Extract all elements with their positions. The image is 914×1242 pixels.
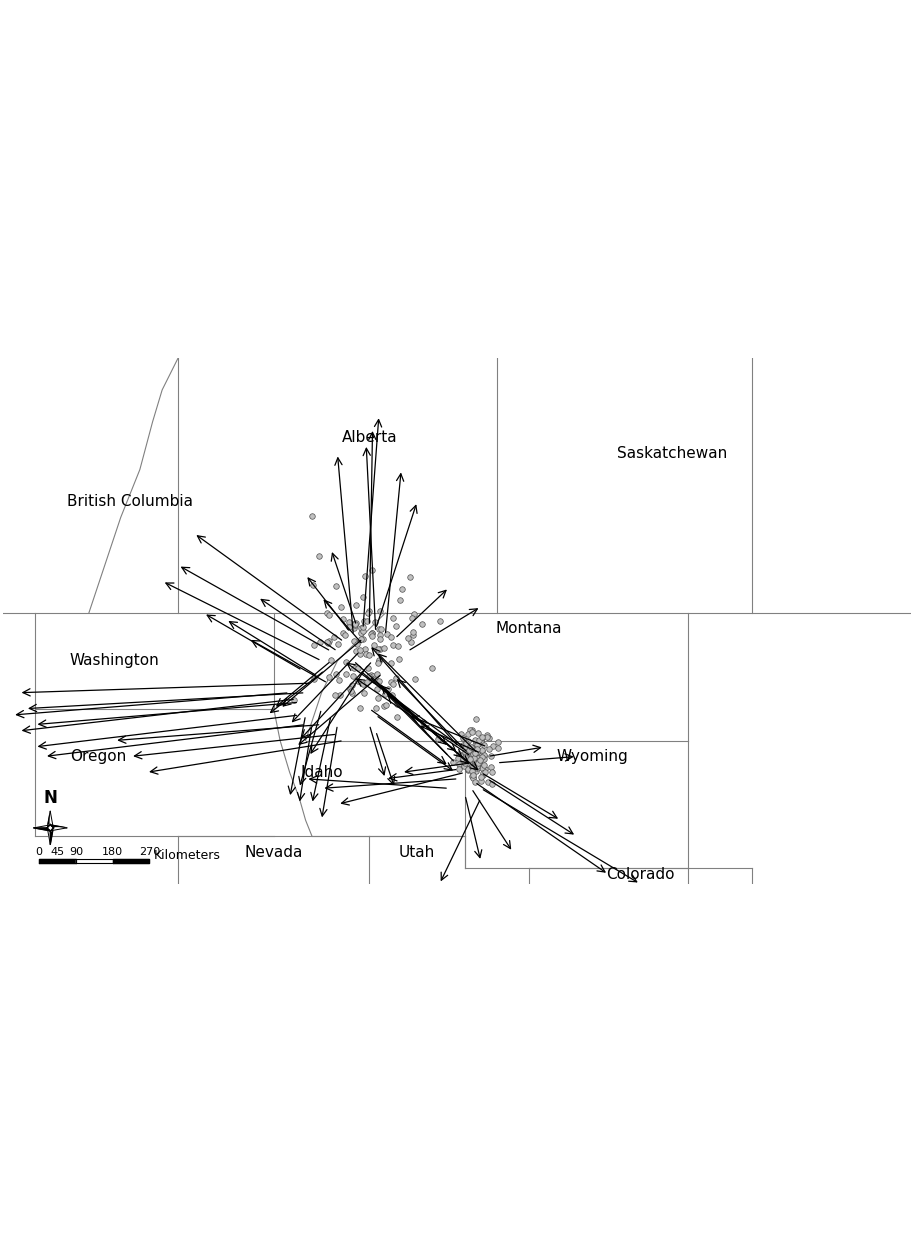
Polygon shape [50,825,67,828]
Polygon shape [34,828,50,831]
Polygon shape [50,811,53,828]
Polygon shape [50,828,67,831]
Text: Alberta: Alberta [342,430,398,445]
Text: British Columbia: British Columbia [68,494,193,509]
Text: 45: 45 [50,847,65,857]
Text: 270: 270 [139,847,160,857]
Text: N: N [43,790,58,807]
Text: Saskatchewan: Saskatchewan [617,446,728,461]
Text: Idaho: Idaho [300,765,343,780]
Text: Utah: Utah [399,845,435,859]
Text: Colorado: Colorado [606,867,675,882]
Text: Wyoming: Wyoming [557,749,628,764]
Polygon shape [48,811,50,828]
Text: Montana: Montana [495,621,562,636]
Polygon shape [48,828,50,845]
Text: Washington: Washington [69,653,159,668]
Polygon shape [34,825,50,828]
Text: 180: 180 [102,847,123,857]
Text: Oregon: Oregon [70,749,126,764]
Text: 0: 0 [36,847,43,857]
Text: Kilometers: Kilometers [154,850,221,862]
Text: 90: 90 [69,847,83,857]
Text: Nevada: Nevada [245,845,303,859]
Polygon shape [50,828,53,845]
